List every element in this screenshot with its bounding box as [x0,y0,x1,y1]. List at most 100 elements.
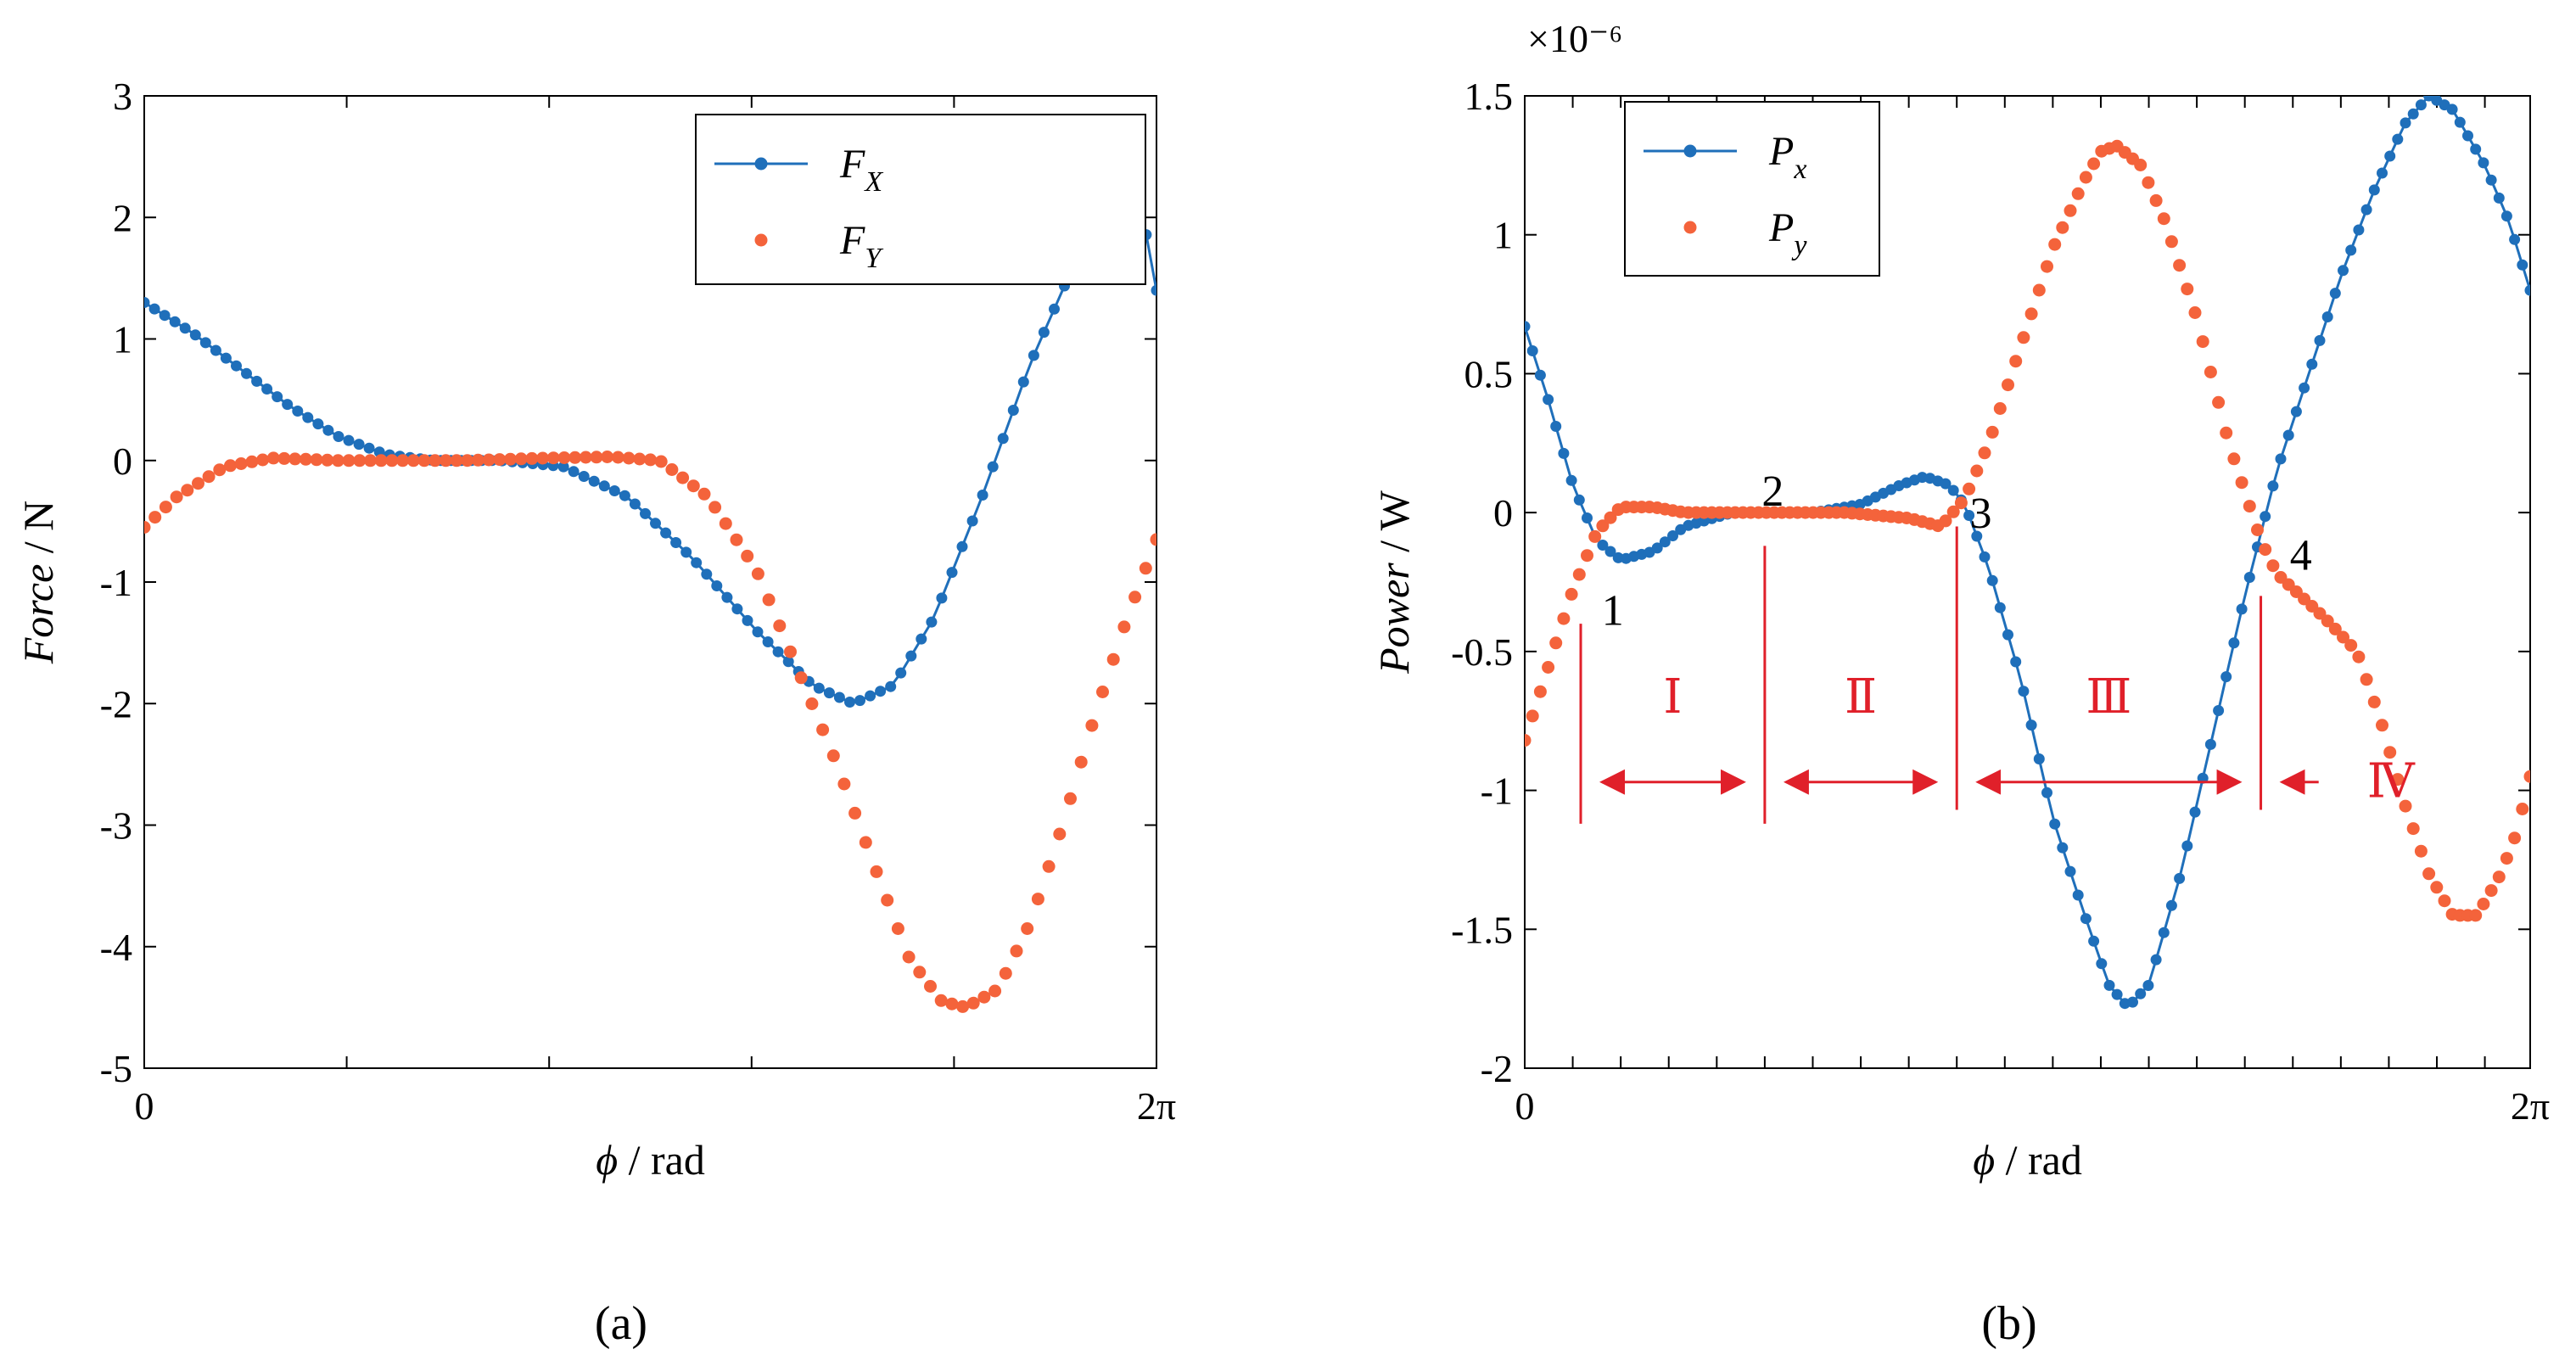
legend-sub: y [1791,230,1807,261]
series-f-y-point [504,452,517,466]
series-f-x-point [640,507,651,519]
y-tick-label: -1 [1481,770,1513,813]
series-f-y-point [665,463,679,476]
series-f-y-point [676,471,690,484]
series-p-x-point [2353,224,2365,236]
series-p-y-point [2134,159,2148,171]
series-p-x-point [2306,358,2318,370]
series-p-x-point [2080,913,2092,925]
series-p-y-point [1970,464,1984,478]
y-tick-label: -3 [100,804,132,848]
series-f-y-point [719,517,732,530]
x-axis-unit: / rad [618,1136,705,1184]
x-tick-label: 2π [2511,1084,2550,1128]
series-f-x-point [1151,284,1156,296]
panel-label-a: (a) [595,1297,647,1350]
y-axis-name: Force [14,564,62,665]
series-p-x-point [1659,536,1671,548]
series-f-x-point [966,515,978,527]
series-p-x-point [1947,484,1959,496]
series-p-x-point [1525,321,1531,333]
series-f-y-point [288,452,302,466]
legend-sub: x [1793,154,1806,185]
series-p-y-point [2048,238,2062,251]
series-f-y-point [945,997,959,1011]
series-p-y-point [2516,803,2529,815]
series-p-x-point [2454,116,2466,128]
series-f-x-point [833,691,845,703]
series-p-x-point [2517,259,2528,271]
y-tick-label: 0 [1493,491,1513,535]
series-f-x-point [844,697,855,708]
series-p-x-point [2290,406,2302,417]
legend-name: F [839,142,865,187]
series-p-x-point [2236,603,2248,615]
series-p-x-point [1963,510,1975,521]
series-p-x-point [2446,104,2458,115]
legend-entry-f-y-label: FY [839,218,883,274]
series-p-x-point [1597,540,1609,551]
y-tick-label: 1.5 [1464,75,1514,118]
series-f-x-point [322,424,334,436]
series-f-y-point [956,999,970,1013]
series-p-x-point [2002,629,2013,641]
legend-name: F [839,218,865,263]
y-tick-label: 0 [113,439,132,483]
point-label-2: 2 [1761,467,1784,516]
series-p-y-point [2321,614,2334,628]
series-f-y-point [181,484,194,497]
series-f-x-point [199,337,211,349]
series-f-y-point [546,451,560,465]
series-f-x-point [1038,327,1050,339]
series-f-x-point [711,580,723,591]
series-f-y-point [1053,827,1067,841]
series-f-y-point [977,990,991,1004]
y-tick-label: -0.5 [1451,630,1513,674]
series-f-y-point [913,966,927,979]
series-f-y-point [590,451,603,464]
series-f-y-point [762,593,776,607]
series-f-x-point [670,537,682,548]
series-f-x-point [895,667,907,679]
series-f-y-point [686,479,700,493]
series-p-x-point [2072,889,2084,901]
y-axis-label: Power / W [1370,490,1418,675]
series-f-y-point [514,452,528,466]
series-p-x-point [2135,988,2147,999]
series-f-y-point [1074,755,1088,769]
series-p-y-point [2360,673,2373,686]
series-f-y-point [826,749,840,763]
series-p-x-point [1573,494,1585,506]
series-p-x-point [2407,108,2419,120]
series-p-x-point [2400,117,2411,129]
series-f-x-point [813,682,825,694]
series-p-x-point [2018,686,2030,697]
series-p-y-point [2492,871,2506,884]
series-p-x-point [2493,192,2505,204]
series-f-y-point [1106,652,1120,666]
series-f-y-point [708,501,722,514]
series-p-x-point [2025,719,2037,731]
series-p-x-point [2213,705,2225,716]
series-p-x-point [1582,512,1593,523]
series-f-x-point [231,360,242,372]
series-f-y-point [1010,944,1023,958]
series-f-x-point [261,383,273,395]
series-p-y-point [1549,636,1563,650]
series-f-x-point [916,633,927,645]
series-f-y-point [342,454,356,467]
series-f-y-point [644,453,657,467]
series-f-x-point [691,557,703,568]
series-f-y-point [321,453,334,467]
y-tick-label: 1 [1493,214,1513,257]
series-f-y-point [816,723,830,736]
x-tick-label: 0 [135,1084,154,1128]
series-p-x-point [2049,818,2061,830]
series-p-y-point [2087,157,2101,171]
series-f-x-point [680,546,692,558]
region-label: Ⅱ [1845,671,1877,724]
series-p-y-point [1604,511,1617,524]
series-p-y-point [1565,587,1578,601]
